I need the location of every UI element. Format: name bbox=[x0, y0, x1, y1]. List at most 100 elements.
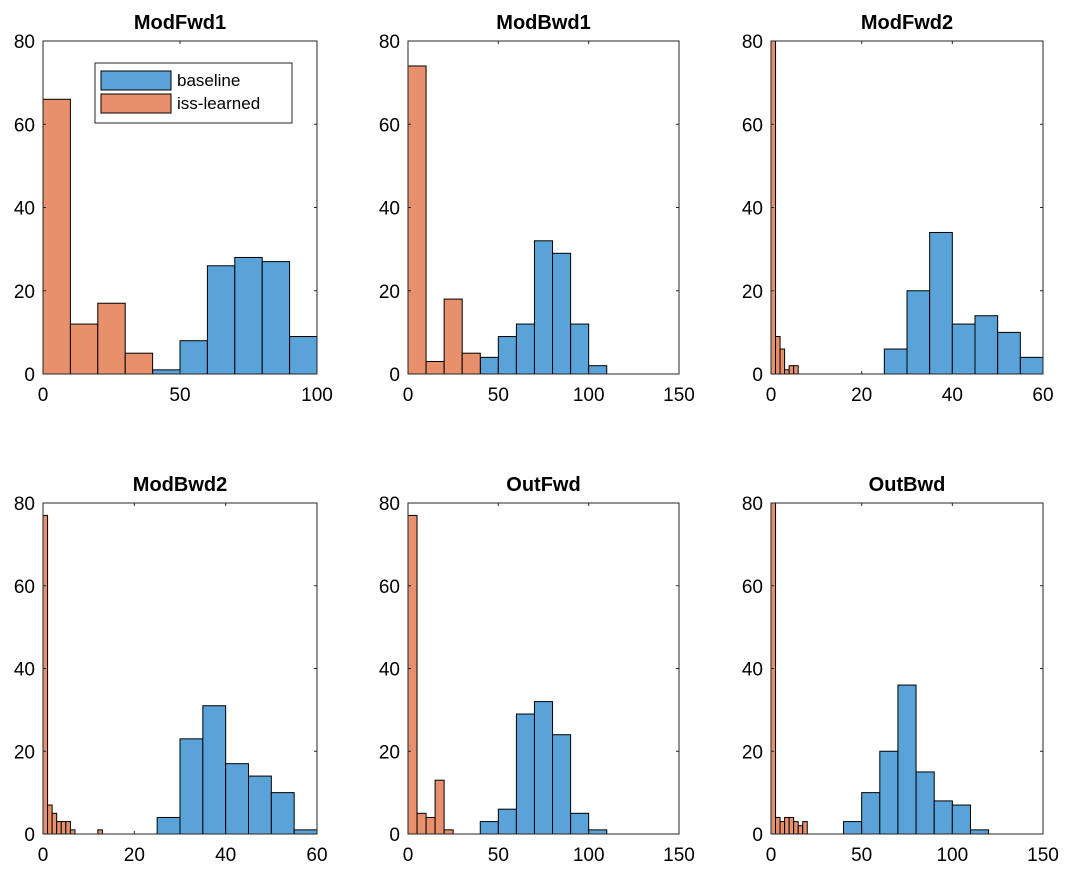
x-tick-label: 40 bbox=[215, 845, 236, 866]
iss-learned-bar bbox=[69, 323, 99, 375]
y-tick-label: 80 bbox=[14, 32, 35, 53]
legend-label: iss-learned bbox=[177, 94, 260, 113]
y-tick-label: 0 bbox=[24, 365, 35, 386]
y-tick-label: 20 bbox=[379, 742, 400, 763]
baseline-bar bbox=[843, 821, 863, 835]
iss-learned-bar bbox=[434, 779, 445, 835]
baseline-bar bbox=[897, 684, 917, 835]
x-tick-label: 0 bbox=[766, 845, 777, 866]
y-tick-label: 80 bbox=[14, 494, 35, 515]
y-tick-label: 60 bbox=[742, 577, 763, 598]
x-tick-label: 50 bbox=[488, 385, 509, 406]
panel-title: ModFwd2 bbox=[861, 12, 953, 34]
baseline-bar bbox=[293, 829, 318, 835]
baseline-bar bbox=[248, 775, 272, 835]
baseline-bar bbox=[156, 816, 181, 835]
baseline-bar bbox=[497, 808, 517, 835]
legend-label: baseline bbox=[177, 71, 240, 90]
histogram-panel: 0 50 100 0 20 40 60 80 ModFwd1 baseline iss-learne… bbox=[14, 12, 333, 406]
iss-learned-bar bbox=[407, 65, 427, 375]
iss-learned-bar bbox=[793, 821, 799, 835]
iss-learned-bar bbox=[797, 825, 804, 835]
iss-learned-bar bbox=[425, 361, 445, 375]
baseline-bar bbox=[997, 331, 1021, 375]
x-tick-label: 20 bbox=[124, 845, 145, 866]
x-tick-label: 150 bbox=[663, 385, 695, 406]
iss-learned-bar bbox=[461, 352, 481, 375]
y-tick-label: 60 bbox=[379, 577, 400, 598]
iss-learned-bar bbox=[775, 816, 781, 835]
x-tick-label: 50 bbox=[851, 845, 872, 866]
y-tick-label: 80 bbox=[379, 32, 400, 53]
x-tick-label: 0 bbox=[403, 385, 414, 406]
y-tick-label: 60 bbox=[742, 115, 763, 136]
iss-learned-bar bbox=[779, 348, 786, 375]
baseline-bar bbox=[1019, 356, 1044, 375]
baseline-bar bbox=[951, 804, 971, 835]
y-tick-label: 0 bbox=[752, 365, 763, 386]
y-tick-label: 20 bbox=[742, 282, 763, 303]
baseline-bar bbox=[552, 252, 572, 375]
histogram-panel: 0 20 40 60 0 20 40 60 80 ModFwd2 bbox=[742, 12, 1054, 406]
iss-learned-bar bbox=[407, 514, 418, 835]
iss-learned-bar bbox=[56, 821, 62, 835]
baseline-bar bbox=[974, 315, 999, 375]
baseline-bar bbox=[533, 240, 554, 375]
iss-learned-bar bbox=[784, 816, 790, 835]
baseline-bar bbox=[951, 323, 976, 375]
baseline-bar bbox=[225, 763, 250, 835]
baseline-bar bbox=[533, 701, 554, 835]
baseline-bar bbox=[289, 336, 318, 375]
x-tick-label: 40 bbox=[942, 385, 963, 406]
baseline-bar bbox=[270, 792, 295, 835]
iss-learned-bar bbox=[51, 812, 58, 835]
iss-learned-bar bbox=[443, 829, 454, 835]
histogram-panel: 0 50 100 150 0 20 40 60 80 OutFwd bbox=[379, 474, 695, 866]
baseline-bar bbox=[915, 771, 935, 835]
baseline-bar bbox=[861, 792, 881, 835]
baseline-bar bbox=[879, 750, 899, 835]
x-tick-label: 60 bbox=[1032, 385, 1053, 406]
y-tick-label: 60 bbox=[14, 577, 35, 598]
iss-learned-bar bbox=[124, 352, 154, 375]
baseline-bar bbox=[179, 738, 204, 835]
y-tick-label: 40 bbox=[14, 660, 35, 681]
histogram-panel: 0 50 100 150 0 20 40 60 80 OutBwd bbox=[742, 474, 1059, 866]
iss-learned-bar bbox=[802, 821, 808, 835]
iss-learned-bar bbox=[775, 336, 781, 375]
histogram-panel: 0 50 100 150 0 20 40 60 80 ModBwd1 bbox=[379, 12, 695, 406]
x-tick-label: 0 bbox=[38, 385, 49, 406]
y-tick-label: 40 bbox=[14, 199, 35, 220]
iss-learned-bar bbox=[97, 829, 103, 835]
x-tick-label: 0 bbox=[403, 845, 414, 866]
baseline-bar bbox=[497, 336, 517, 375]
y-tick-label: 0 bbox=[389, 825, 400, 846]
y-tick-label: 0 bbox=[752, 825, 763, 846]
iss-learned-bar bbox=[784, 369, 790, 375]
x-tick-label: 100 bbox=[573, 845, 605, 866]
x-tick-label: 20 bbox=[851, 385, 872, 406]
baseline-bar bbox=[261, 261, 291, 375]
iss-learned-bar bbox=[65, 821, 71, 835]
baseline-bar bbox=[202, 705, 227, 835]
iss-learned-bar bbox=[60, 821, 67, 835]
iss-learned-bar bbox=[42, 98, 71, 375]
baseline-bar bbox=[234, 256, 263, 375]
y-tick-label: 20 bbox=[14, 282, 35, 303]
baseline-bar bbox=[515, 323, 535, 375]
iss-learned-bar bbox=[69, 829, 76, 835]
baseline-bar bbox=[479, 821, 499, 835]
iss-learned-bar bbox=[788, 365, 795, 375]
y-tick-label: 60 bbox=[379, 115, 400, 136]
x-tick-label: 50 bbox=[169, 385, 190, 406]
baseline-bar bbox=[152, 369, 181, 375]
histogram-panel: 0 20 40 60 0 20 40 60 80 ModBwd2 bbox=[14, 474, 328, 866]
panel-title: OutFwd bbox=[506, 474, 580, 496]
x-tick-label: 150 bbox=[663, 845, 695, 866]
x-tick-label: 100 bbox=[936, 845, 968, 866]
x-tick-label: 0 bbox=[38, 845, 49, 866]
panel-title: ModFwd1 bbox=[134, 12, 226, 34]
panel-title: OutBwd bbox=[869, 474, 946, 496]
x-tick-label: 100 bbox=[301, 385, 333, 406]
